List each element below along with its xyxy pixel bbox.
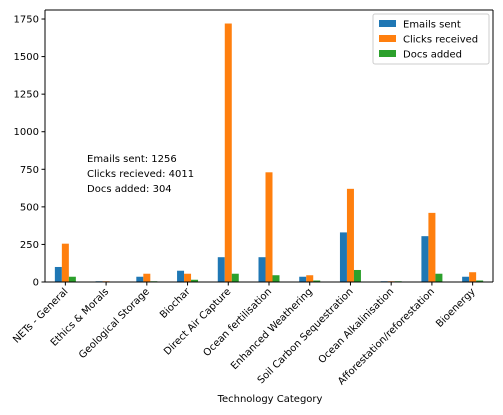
bar xyxy=(177,270,185,282)
legend-swatch xyxy=(379,50,396,57)
x-tick-label: Biochar xyxy=(158,286,193,321)
annotation-text: Clicks recieved: 4011 xyxy=(87,169,194,180)
y-tick-label: 500 xyxy=(20,202,39,213)
bar xyxy=(346,188,354,282)
annotation-text: Emails sent: 1256 xyxy=(87,154,177,165)
y-tick-label: 1500 xyxy=(14,52,39,63)
y-tick-label: 750 xyxy=(20,165,39,176)
annotation-text: Docs added: 304 xyxy=(87,184,172,195)
x-tick-label: Geological Storage xyxy=(77,286,152,361)
bar xyxy=(435,273,443,282)
bar xyxy=(231,273,239,282)
x-tick-label: Enhanced Weathering xyxy=(229,286,315,372)
bar xyxy=(476,280,484,282)
legend-swatch xyxy=(379,35,396,42)
annotation-layer: Emails sent: 1256 Clicks recieved: 4011 Do… xyxy=(87,154,194,195)
bar xyxy=(353,269,361,282)
bar xyxy=(136,276,144,282)
y-tick-label: 1750 xyxy=(14,15,39,26)
y-tick-label: 0 xyxy=(33,278,39,289)
bar xyxy=(224,23,232,283)
bar xyxy=(306,275,314,282)
x-axis-label: Technology Category xyxy=(217,394,323,405)
bar xyxy=(184,273,192,282)
y-tick-label: 250 xyxy=(20,240,39,251)
bar xyxy=(272,275,280,282)
legend-swatch xyxy=(379,20,396,27)
x-tick-label: Bioenergy xyxy=(434,286,478,330)
bar xyxy=(469,272,477,282)
x-tick-label: Ocean Alkalinisation xyxy=(317,286,397,366)
bar xyxy=(61,243,69,282)
bar xyxy=(462,276,470,282)
bars-layer xyxy=(54,23,484,283)
legend: Emails sent Clicks received Docs added xyxy=(372,13,490,65)
bar xyxy=(258,257,266,282)
bar xyxy=(421,236,429,282)
bar xyxy=(339,232,347,282)
y-tick-label: 1250 xyxy=(14,90,39,101)
bar xyxy=(265,172,273,282)
legend-label: Clicks received xyxy=(403,35,478,46)
bar xyxy=(54,266,62,282)
bar xyxy=(428,212,436,282)
bar xyxy=(143,273,151,282)
y-tick-label: 1000 xyxy=(14,127,39,138)
bar xyxy=(217,257,225,282)
bar xyxy=(68,276,76,282)
legend-label: Emails sent xyxy=(403,20,461,31)
x-tick-label: Ocean fertilisation xyxy=(201,286,274,359)
legend-label: Docs added xyxy=(403,50,462,61)
bar xyxy=(313,280,321,282)
legend-frame xyxy=(372,13,490,65)
bar xyxy=(191,279,199,282)
bar xyxy=(299,276,307,282)
